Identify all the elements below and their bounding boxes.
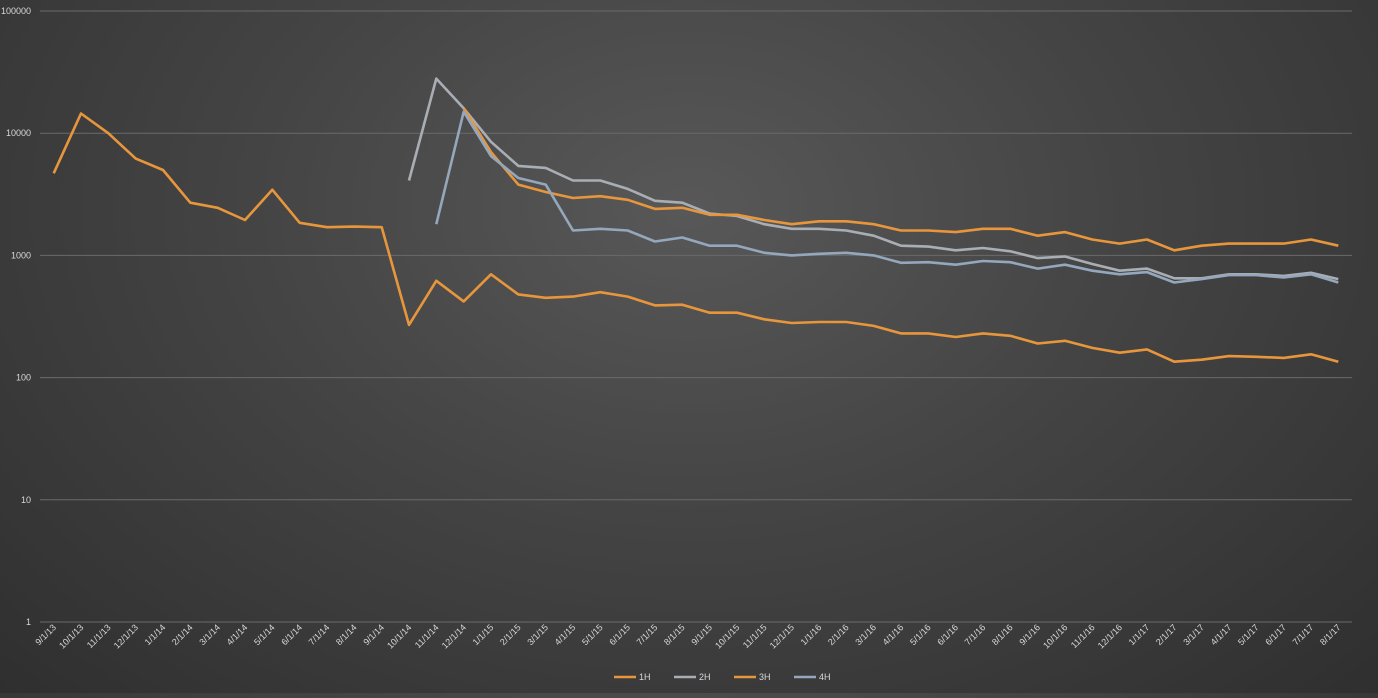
x-tick-label: 7/1/15 (635, 622, 660, 647)
x-tick-label: 7/1/17 (1291, 622, 1316, 647)
x-tick-label: 11/1/14 (413, 622, 441, 650)
x-tick-label: 5/1/14 (252, 622, 277, 647)
x-tick-label: 8/1/14 (334, 622, 359, 647)
x-tick-label: 4/1/16 (881, 622, 906, 647)
y-tick-label: 10000 (6, 128, 31, 138)
x-tick-label: 12/1/14 (440, 622, 468, 650)
legend-item-3h: 3H (734, 672, 771, 682)
x-tick-label: 11/1/15 (741, 622, 769, 650)
x-axis-ticks: 9/1/13 10/1/13 11/1/13 12/1/13 1/1/14 2/1/14 3… (33, 622, 1342, 650)
series-line-1h (52, 112, 1339, 363)
x-tick-label: 12/1/13 (112, 622, 140, 650)
x-tick-label: 11/1/13 (85, 622, 113, 650)
x-tick-label: 10/1/14 (385, 622, 413, 650)
y-tick-label: 10 (21, 495, 31, 505)
x-tick-label: 5/1/15 (580, 622, 605, 647)
x-tick-label: 9/1/16 (1017, 622, 1042, 647)
y-tick-label: 100000 (1, 6, 31, 16)
x-tick-label: 11/1/16 (1069, 622, 1097, 650)
x-tick-label: 8/1/16 (990, 622, 1015, 647)
x-tick-label: 3/1/16 (853, 622, 878, 647)
y-tick-label: 100 (16, 373, 31, 383)
x-tick-label: 1/1/16 (799, 622, 824, 647)
series-line-3h (462, 107, 1339, 252)
x-tick-label: 1/1/15 (471, 622, 496, 647)
x-tick-label: 10/1/15 (713, 622, 741, 650)
x-tick-label: 9/1/14 (361, 622, 386, 647)
y-tick-label: 1000 (11, 250, 31, 260)
x-tick-label: 1/1/17 (1127, 622, 1152, 647)
series-line-2h (407, 77, 1339, 281)
x-tick-label: 4/1/15 (553, 622, 578, 647)
x-tick-label: 6/1/17 (1263, 622, 1288, 647)
legend-label: 2H (699, 672, 711, 682)
x-tick-label: 6/1/14 (279, 622, 304, 647)
x-tick-label: 2/1/15 (498, 622, 523, 647)
x-tick-label: 6/1/16 (935, 622, 960, 647)
x-tick-label: 8/1/17 (1318, 622, 1343, 647)
legend-item-4h: 4H (794, 672, 831, 682)
legend-item-2h: 2H (674, 672, 711, 682)
x-tick-label: 9/1/15 (689, 622, 714, 647)
x-tick-label: 7/1/16 (963, 622, 988, 647)
x-tick-label: 3/1/15 (525, 622, 550, 647)
x-tick-label: 7/1/14 (307, 622, 332, 647)
gridlines (40, 10, 1352, 623)
x-tick-label: 10/1/16 (1041, 622, 1069, 650)
x-tick-label: 5/1/17 (1236, 622, 1261, 647)
legend-label: 4H (819, 672, 831, 682)
x-tick-label: 2/1/17 (1154, 622, 1179, 647)
x-tick-label: 12/1/16 (1096, 622, 1124, 650)
x-tick-label: 8/1/15 (662, 622, 687, 647)
series-lines (52, 77, 1339, 363)
x-tick-label: 6/1/15 (607, 622, 632, 647)
x-tick-label: 12/1/15 (768, 622, 796, 650)
x-tick-label: 4/1/17 (1209, 622, 1234, 647)
x-tick-label: 9/1/13 (33, 622, 58, 647)
x-tick-label: 3/1/14 (197, 622, 222, 647)
legend-label: 3H (759, 672, 771, 682)
y-axis-ticks: 1 10 100 1000 10000 100000 (1, 6, 31, 627)
legend: 1H 2H 3H 4H (614, 672, 831, 682)
legend-item-1h: 1H (614, 672, 651, 682)
x-tick-label: 3/1/17 (1181, 622, 1206, 647)
y-tick-label: 1 (26, 617, 31, 627)
x-tick-label: 4/1/14 (225, 622, 250, 647)
x-tick-label: 10/1/13 (57, 622, 85, 650)
x-tick-label: 2/1/14 (170, 622, 195, 647)
x-tick-label: 5/1/16 (908, 622, 933, 647)
x-tick-label: 2/1/16 (826, 622, 851, 647)
legend-label: 1H (639, 672, 651, 682)
series-line-4h (435, 110, 1339, 284)
x-tick-label: 1/1/14 (143, 622, 168, 647)
